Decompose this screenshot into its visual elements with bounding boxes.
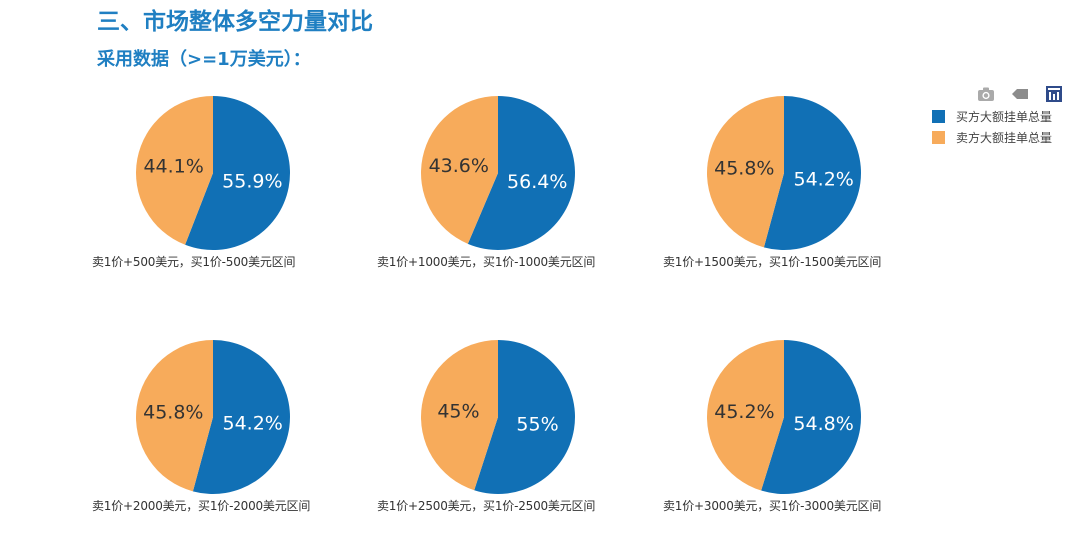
legend-label-sell: 卖方大额挂单总量 (956, 131, 1053, 145)
legend: 买方大额挂单总量 卖方大额挂单总量 (932, 106, 1077, 148)
pie-slice-sell[interactable] (136, 340, 213, 492)
chart-caption: 卖1价+1500美元，买1价-1500美元区间 (663, 255, 882, 269)
pie-chart-1500: 54.2% 45.8% 卖1价+1500美元，买1价-1500美元区间 (663, 90, 953, 290)
legend-item-buy[interactable]: 买方大额挂单总量 (932, 106, 1077, 127)
pie-label-buy: 56.4% (507, 171, 567, 193)
pie-slice-buy[interactable] (467, 96, 575, 250)
pie-label-sell: 44.1% (143, 156, 203, 178)
pie-label-buy: 54.8% (793, 413, 853, 435)
legend-swatch-buy (932, 110, 945, 123)
pie-slice-sell[interactable] (421, 340, 498, 491)
camera-icon[interactable] (976, 84, 1000, 106)
chart-caption: 卖1价+500美元，买1价-500美元区间 (92, 255, 296, 269)
pie-label-sell: 45.2% (714, 401, 774, 423)
pie-slice-sell[interactable] (421, 96, 498, 244)
page-title: 三、市场整体多空力量对比 (97, 9, 373, 35)
chart-toolbar (972, 84, 1072, 106)
pie-label-buy: 55.9% (222, 170, 282, 192)
eraser-icon[interactable] (1010, 84, 1034, 106)
legend-swatch-sell (932, 131, 945, 144)
pie-slice-sell[interactable] (136, 96, 213, 245)
pie-label-buy: 54.2% (794, 168, 854, 190)
pie-chart-500: 55.9% 44.1% 卖1价+500美元，买1价-500美元区间 (92, 90, 382, 290)
pie-label-sell: 43.6% (429, 155, 489, 177)
pie-slice-sell[interactable] (707, 96, 784, 248)
pie-chart-2500: 55% 45% 卖1价+2500美元，买1价-2500美元区间 (377, 334, 667, 534)
data-view-icon[interactable] (1044, 84, 1068, 106)
chart-caption: 卖1价+2000美元，买1价-2000美元区间 (92, 499, 311, 513)
pie-chart-3000: 54.8% 45.2% 卖1价+3000美元，买1价-3000美元区间 (663, 334, 953, 534)
chart-caption: 卖1价+2500美元，买1价-2500美元区间 (377, 499, 596, 513)
pie-slice-buy[interactable] (192, 340, 290, 494)
pie-label-sell: 45% (437, 401, 479, 423)
pie-chart-2000: 54.2% 45.8% 卖1价+2000美元，买1价-2000美元区间 (92, 334, 382, 534)
legend-label-buy: 买方大额挂单总量 (956, 110, 1053, 124)
legend-item-sell[interactable]: 卖方大额挂单总量 (932, 127, 1077, 148)
pie-chart-1000: 56.4% 43.6% 卖1价+1000美元，买1价-1000美元区间 (377, 90, 667, 290)
pie-label-sell: 45.8% (714, 158, 774, 180)
pie-slice-sell[interactable] (707, 340, 784, 491)
pie-slice-buy[interactable] (761, 340, 861, 494)
pie-label-buy: 54.2% (223, 412, 283, 434)
pie-slice-buy[interactable] (474, 340, 575, 494)
pie-slice-buy[interactable] (763, 96, 861, 251)
pie-slice-buy[interactable] (185, 96, 291, 250)
pie-label-buy: 55% (516, 413, 558, 435)
page-subtitle: 采用数据（>=1万美元）： (97, 49, 311, 70)
pie-label-sell: 45.8% (143, 402, 203, 424)
chart-caption: 卖1价+3000美元，买1价-3000美元区间 (663, 499, 882, 513)
chart-caption: 卖1价+1000美元，买1价-1000美元区间 (377, 255, 596, 269)
